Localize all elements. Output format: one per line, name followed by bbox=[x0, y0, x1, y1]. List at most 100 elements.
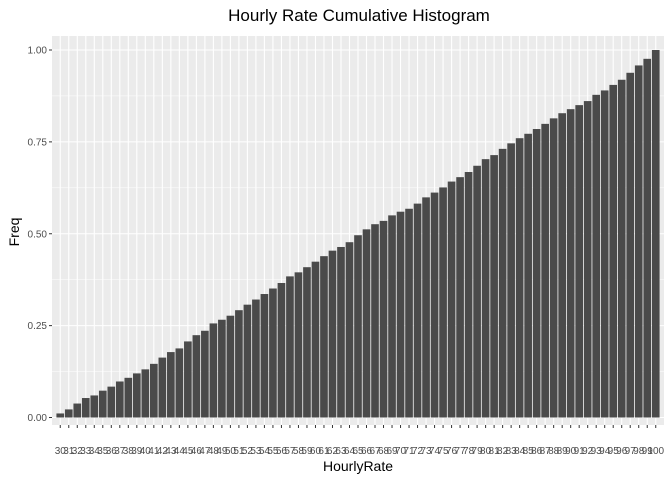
bar-54 bbox=[260, 294, 269, 418]
bar-85 bbox=[524, 133, 532, 418]
bar-83 bbox=[507, 143, 515, 418]
x-tick-label: 69 bbox=[386, 446, 398, 457]
bar-60 bbox=[311, 261, 320, 418]
y-tick-label: 0.25 bbox=[28, 321, 48, 332]
x-tick-label: 54 bbox=[259, 446, 271, 457]
bar-70 bbox=[396, 211, 405, 418]
bar-91 bbox=[575, 105, 584, 418]
bar-43 bbox=[167, 352, 175, 418]
bar-92 bbox=[583, 101, 592, 418]
x-tick-label: 67 bbox=[369, 446, 381, 457]
bar-93 bbox=[592, 94, 601, 418]
bar-59 bbox=[303, 267, 311, 418]
bar-79 bbox=[473, 165, 481, 418]
bar-87 bbox=[541, 123, 549, 418]
bar-50 bbox=[226, 315, 235, 418]
x-tick-label: 66 bbox=[361, 446, 373, 457]
x-tick-label: 91 bbox=[574, 446, 586, 457]
y-tick-label: 0.50 bbox=[28, 229, 48, 240]
bar-81 bbox=[490, 155, 498, 418]
x-tick-label: 34 bbox=[89, 446, 101, 457]
bar-71 bbox=[405, 208, 413, 418]
bar-37 bbox=[115, 381, 124, 418]
bar-66 bbox=[362, 229, 371, 418]
bar-30 bbox=[56, 413, 65, 418]
x-tick-label: 53 bbox=[250, 446, 262, 457]
x-tick-label: 94 bbox=[599, 446, 611, 457]
x-tick-label: 55 bbox=[267, 446, 279, 457]
x-tick-label: 84 bbox=[514, 446, 526, 457]
x-tick-label: 75 bbox=[438, 446, 450, 457]
x-axis-title: HourlyRate bbox=[323, 458, 393, 474]
bar-34 bbox=[90, 395, 99, 418]
x-tick-label: 79 bbox=[472, 446, 484, 457]
x-tick-label: 80 bbox=[480, 446, 492, 457]
bar-76 bbox=[447, 181, 456, 418]
x-tick-label: 99 bbox=[642, 446, 654, 457]
x-tick-label: 82 bbox=[497, 446, 509, 457]
bar-33 bbox=[81, 398, 90, 418]
bar-49 bbox=[218, 319, 226, 418]
x-tick-label: 73 bbox=[420, 446, 432, 457]
x-tick-label: 40 bbox=[140, 446, 152, 457]
x-tick-label: 96 bbox=[616, 446, 628, 457]
bar-40 bbox=[141, 369, 150, 418]
x-tick-label: 58 bbox=[293, 446, 305, 457]
y-tick-label: 0.75 bbox=[28, 137, 48, 148]
bar-35 bbox=[98, 390, 107, 418]
bar-62 bbox=[328, 250, 337, 418]
x-tick-label: 56 bbox=[276, 446, 288, 457]
x-tick-label: 70 bbox=[395, 446, 407, 457]
bar-56 bbox=[277, 282, 286, 418]
x-tick-label: 68 bbox=[378, 446, 390, 457]
bar-48 bbox=[209, 323, 218, 418]
bar-86 bbox=[532, 129, 541, 418]
chart-title: Hourly Rate Cumulative Histogram bbox=[228, 6, 490, 25]
bar-32 bbox=[73, 403, 82, 418]
bar-80 bbox=[481, 159, 490, 418]
y-axis: 0.00 0.25 0.50 0.75 1.00 bbox=[28, 46, 52, 424]
bar-67 bbox=[371, 224, 379, 418]
x-tick-label: 72 bbox=[412, 446, 424, 457]
bar-46 bbox=[192, 335, 201, 418]
x-tick-label: 77 bbox=[455, 446, 467, 457]
bar-38 bbox=[124, 377, 133, 418]
bar-96 bbox=[617, 79, 626, 418]
x-tick-label: 44 bbox=[174, 446, 186, 457]
x-tick-label: 83 bbox=[506, 446, 518, 457]
bar-47 bbox=[201, 330, 209, 418]
x-tick-label: 76 bbox=[446, 446, 458, 457]
bar-72 bbox=[413, 203, 422, 418]
x-tick-label: 81 bbox=[489, 446, 501, 457]
x-tick-label: 65 bbox=[352, 446, 364, 457]
y-tick-label: 0.00 bbox=[28, 413, 48, 424]
x-tick-label: 47 bbox=[199, 446, 211, 457]
x-tick-label: 98 bbox=[633, 446, 645, 457]
x-tick-label: 57 bbox=[284, 446, 296, 457]
bar-45 bbox=[184, 341, 192, 418]
bar-88 bbox=[549, 118, 558, 418]
x-tick-label: 93 bbox=[591, 446, 603, 457]
bar-68 bbox=[379, 220, 388, 418]
bar-77 bbox=[456, 177, 464, 418]
x-tick-label: 88 bbox=[548, 446, 560, 457]
y-axis-title: Freq bbox=[6, 218, 22, 247]
x-tick-label: 52 bbox=[242, 446, 254, 457]
bar-75 bbox=[439, 187, 447, 418]
x-tick-label: 85 bbox=[523, 446, 535, 457]
x-tick-label: 90 bbox=[565, 446, 577, 457]
bar-74 bbox=[430, 192, 439, 418]
x-tick-label: 42 bbox=[157, 446, 169, 457]
x-tick-label: 60 bbox=[310, 446, 322, 457]
bar-55 bbox=[269, 288, 277, 418]
bar-64 bbox=[345, 242, 354, 418]
x-tick-label: 30 bbox=[55, 446, 67, 457]
y-tick-label: 1.00 bbox=[28, 46, 48, 57]
x-tick-label: 63 bbox=[335, 446, 347, 457]
bar-36 bbox=[107, 386, 116, 418]
x-tick-label: 43 bbox=[165, 446, 177, 457]
x-tick-label: 74 bbox=[429, 446, 441, 457]
bar-89 bbox=[558, 113, 566, 418]
x-tick-label: 100 bbox=[647, 446, 664, 457]
